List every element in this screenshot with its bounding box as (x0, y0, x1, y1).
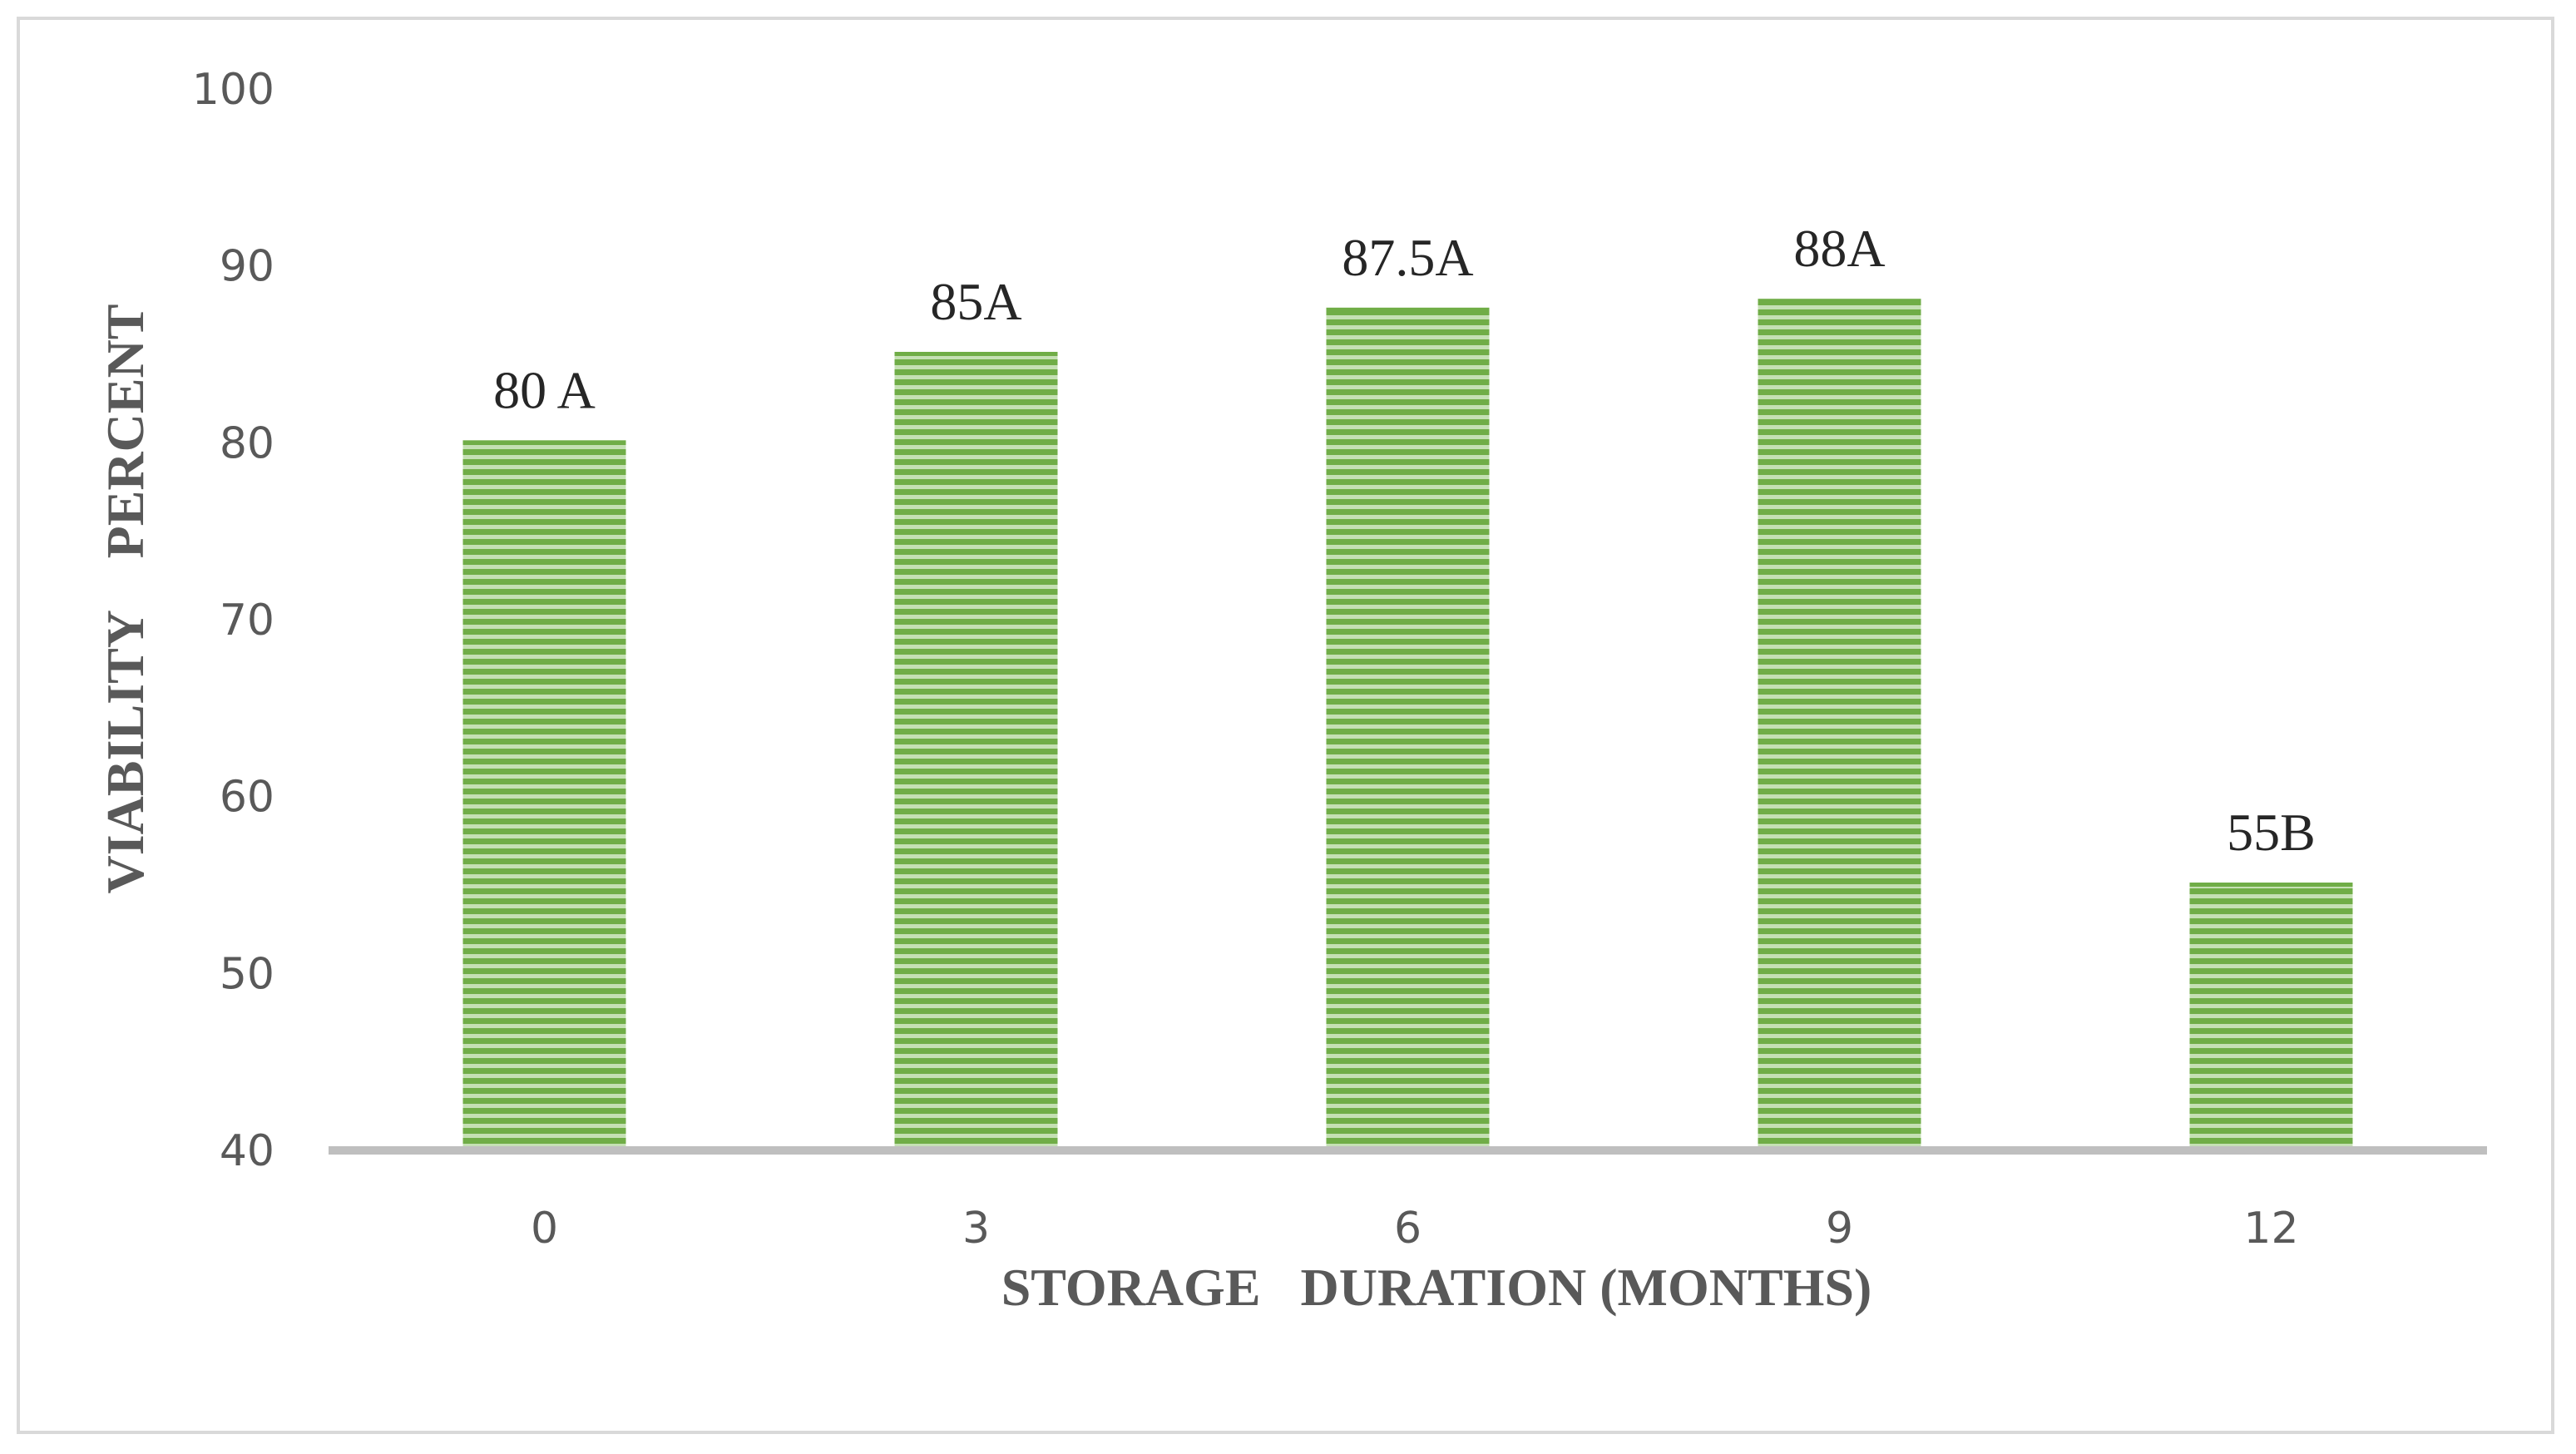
x-tick-label: 9 (1826, 1204, 1853, 1254)
bar-top-edge (462, 440, 626, 445)
y-tick-label: 100 (192, 65, 274, 115)
bar-top-edge (2189, 883, 2353, 887)
bar-group (462, 299, 2353, 1150)
y-tick-label: 60 (220, 773, 274, 823)
data-label: 55B (2227, 803, 2316, 862)
data-label: 88A (1793, 219, 1885, 278)
x-tick-label: 12 (2243, 1204, 2298, 1254)
x-axis-ticks: 0 3 6 9 12 (531, 1204, 2299, 1254)
bar (2189, 885, 2353, 1150)
bar-top-edge (1326, 307, 1490, 312)
bar (1326, 309, 1490, 1150)
y-tick-label: 80 (220, 418, 274, 468)
y-axis-title: VIABILITY PERCENT (96, 304, 155, 894)
data-label: 85A (930, 272, 1021, 331)
chart-frame (17, 17, 2554, 1434)
data-label-group: 80 A 85A 87.5A 88A 55B (493, 219, 2316, 862)
data-label: 80 A (493, 360, 596, 419)
y-tick-label: 40 (220, 1126, 274, 1176)
bar (1758, 301, 1921, 1150)
bar (462, 443, 626, 1150)
x-tick-label: 3 (962, 1204, 990, 1254)
y-tick-label: 90 (220, 242, 274, 292)
bar-top-edge (894, 352, 1058, 356)
x-tick-label: 6 (1394, 1204, 1421, 1254)
x-tick-label: 0 (531, 1204, 558, 1254)
y-axis-ticks: 40 50 60 70 80 90 100 (192, 65, 274, 1176)
y-tick-label: 70 (220, 596, 274, 645)
bar-top-edge (1758, 299, 1921, 304)
x-axis-title: STORAGE DURATION (MONTHS) (1001, 1258, 1872, 1317)
y-tick-label: 50 (220, 949, 274, 999)
bar (894, 354, 1058, 1150)
data-label: 87.5A (1342, 228, 1473, 287)
